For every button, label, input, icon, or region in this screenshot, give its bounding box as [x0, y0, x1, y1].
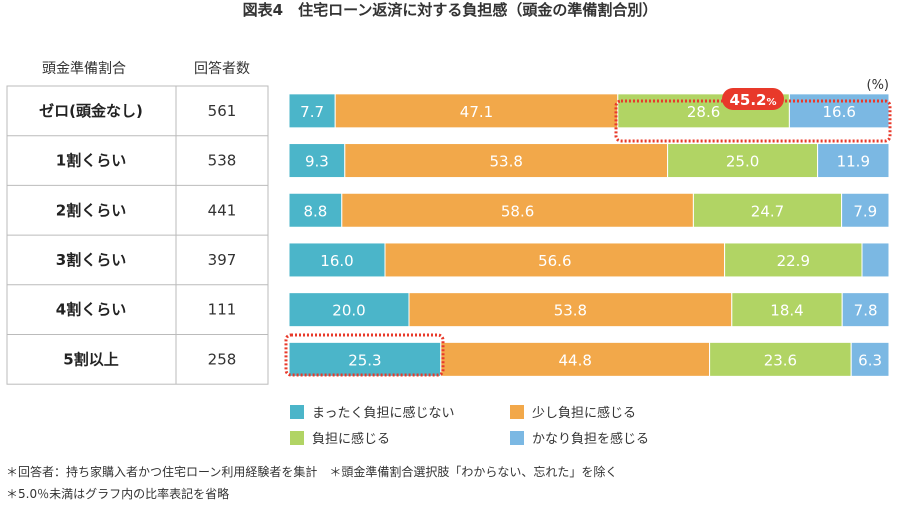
legend-label: まったく負担に感じない	[312, 405, 454, 421]
data-label: 7.8	[854, 302, 878, 320]
legend-label: 負担に感じる	[312, 431, 390, 447]
data-label: 16.6	[822, 103, 855, 121]
bar-segment	[841, 292, 890, 328]
bar-segment	[440, 341, 711, 377]
data-label: 16.0	[320, 252, 353, 270]
bar-segment	[288, 341, 442, 377]
legend-swatch	[510, 405, 524, 419]
callout-unit: %	[766, 97, 776, 108]
respondent-count: 397	[208, 251, 237, 269]
bar-segment	[850, 341, 890, 377]
table-header-count: 回答者数	[194, 60, 250, 77]
footnote: ＊5.0％未満はグラフ内の比率表記を省略	[6, 486, 229, 501]
respondent-count: 538	[208, 152, 237, 170]
bar-segment	[709, 341, 852, 377]
data-label: 7.9	[853, 202, 877, 220]
data-label: 28.6	[687, 103, 720, 121]
respondent-count: 441	[208, 201, 237, 219]
category-label: 5割以上	[63, 350, 118, 368]
bar-segment	[692, 192, 843, 228]
footnote: ＊回答者：持ち家購入者かつ住宅ローン利用経験者を集計 ＊頭金準備割合選択肢「わか…	[6, 464, 617, 479]
data-label: 25.3	[348, 351, 381, 369]
data-label: 20.0	[332, 302, 365, 320]
legend-label: 少し負担に感じる	[532, 405, 636, 421]
data-label: 6.3	[858, 351, 882, 369]
respondent-count: 111	[208, 301, 237, 319]
bar-segment	[841, 192, 890, 228]
category-label: 4割くらい	[56, 301, 126, 319]
data-label: 11.9	[837, 153, 870, 171]
legend-swatch	[290, 405, 304, 419]
data-label: 44.8	[558, 351, 591, 369]
table-header-ratio: 頭金準備割合	[42, 60, 126, 77]
data-label: 56.6	[538, 252, 571, 270]
bar-segment	[817, 143, 890, 179]
respondent-count: 561	[208, 102, 237, 120]
bar-segment	[288, 292, 410, 328]
data-label: 53.8	[554, 302, 587, 320]
data-label: 9.3	[305, 153, 329, 171]
category-label: 2割くらい	[56, 201, 126, 219]
category-label: ゼロ(頭金なし)	[39, 102, 143, 120]
bar-segment	[288, 93, 336, 129]
data-label: 25.0	[726, 153, 759, 171]
bar-segment	[408, 292, 733, 328]
unit-label: (%)	[867, 78, 890, 93]
bar-segment	[288, 143, 346, 179]
bar-segment	[724, 242, 863, 278]
bar-segment	[861, 242, 890, 278]
bar-segment	[667, 143, 819, 179]
data-label: 8.8	[303, 202, 327, 220]
callout-text: 45.2%	[729, 91, 776, 109]
data-label: 24.7	[751, 202, 784, 220]
category-label: 1割くらい	[56, 152, 126, 170]
highlight-box	[284, 333, 445, 377]
bar-segment	[288, 242, 386, 278]
callout-value: 45.2	[729, 91, 766, 109]
legend-label: かなり負担を感じる	[532, 431, 649, 447]
data-label: 53.8	[489, 153, 522, 171]
bar-segment	[344, 143, 669, 179]
legend-swatch	[290, 431, 304, 445]
data-label: 47.1	[460, 103, 493, 121]
respondent-count: 258	[208, 350, 237, 368]
legend-swatch	[510, 431, 524, 445]
data-label: 7.7	[300, 103, 324, 121]
bar-segment	[288, 192, 343, 228]
data-label: 58.6	[501, 202, 534, 220]
bar-segment	[384, 242, 726, 278]
callout-badge	[722, 88, 784, 110]
chart-title: 図表4 住宅ローン返済に対する負担感（頭金の準備割合別）	[243, 1, 658, 19]
data-label: 22.9	[777, 252, 810, 270]
data-label: 23.6	[764, 351, 797, 369]
data-label: 18.4	[770, 302, 803, 320]
category-label: 3割くらい	[56, 251, 126, 269]
